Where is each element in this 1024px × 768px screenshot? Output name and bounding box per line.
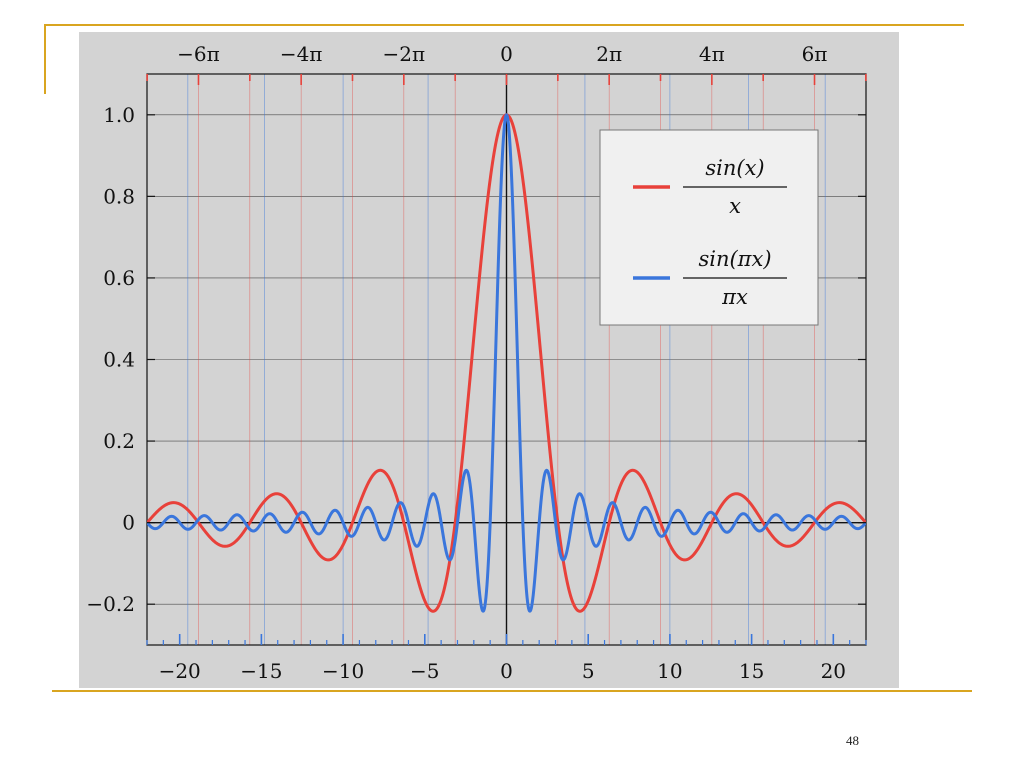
y-tick-label: 0.6 [103, 266, 135, 290]
x-tick-label-top: 0 [500, 42, 513, 66]
y-tick-label: 0.2 [103, 429, 135, 453]
x-tick-label-top: 6π [802, 42, 828, 66]
x-tick-label-top: −4π [280, 42, 323, 66]
legend-numerator: sin(x) [705, 156, 764, 180]
x-tick-label-top: −2π [383, 42, 426, 66]
y-tick-label: −0.2 [86, 592, 135, 616]
x-tick-label-bottom: 10 [657, 659, 682, 683]
y-tick-label: 0.4 [103, 348, 135, 372]
x-tick-label-bottom: −5 [410, 659, 439, 683]
legend-box [599, 129, 819, 326]
chart-figure: 1.0 0.8 0.6 0.4 0.2 0 −0.2 −20 −15 −10 −5 0 5 10 15 20 −… [79, 32, 899, 688]
x-tick-label-bottom: −20 [159, 659, 201, 683]
x-tick-label-top: 4π [699, 42, 725, 66]
slide-bottom-rule [52, 690, 972, 692]
legend-denominator: πx [721, 285, 748, 309]
series-line-sinpix-over-pix [147, 113, 866, 613]
sinc-chart: 1.0 0.8 0.6 0.4 0.2 0 −0.2 −20 −15 −10 −5 0 5 10 15 20 −… [86, 42, 867, 683]
x-tick-label-bottom: 15 [739, 659, 764, 683]
x-tick-label-bottom: −15 [240, 659, 282, 683]
x-tick-label-top: −6π [177, 42, 220, 66]
y-tick-label: 0.8 [103, 184, 135, 208]
legend-denominator: x [729, 194, 741, 218]
x-tick-label-bottom: 0 [500, 659, 513, 683]
x-tick-label-bottom: 5 [582, 659, 595, 683]
x-tick-label-top: 2π [596, 42, 622, 66]
page-number: 48 [846, 733, 859, 748]
slide-left-rule [44, 24, 46, 94]
slide-top-rule [44, 24, 964, 26]
x-tick-label-bottom: 20 [821, 659, 846, 683]
y-tick-label: 1.0 [103, 103, 135, 127]
legend-numerator: sin(πx) [698, 247, 771, 271]
x-tick-label-bottom: −10 [322, 659, 364, 683]
y-tick-label: 0 [122, 511, 135, 535]
